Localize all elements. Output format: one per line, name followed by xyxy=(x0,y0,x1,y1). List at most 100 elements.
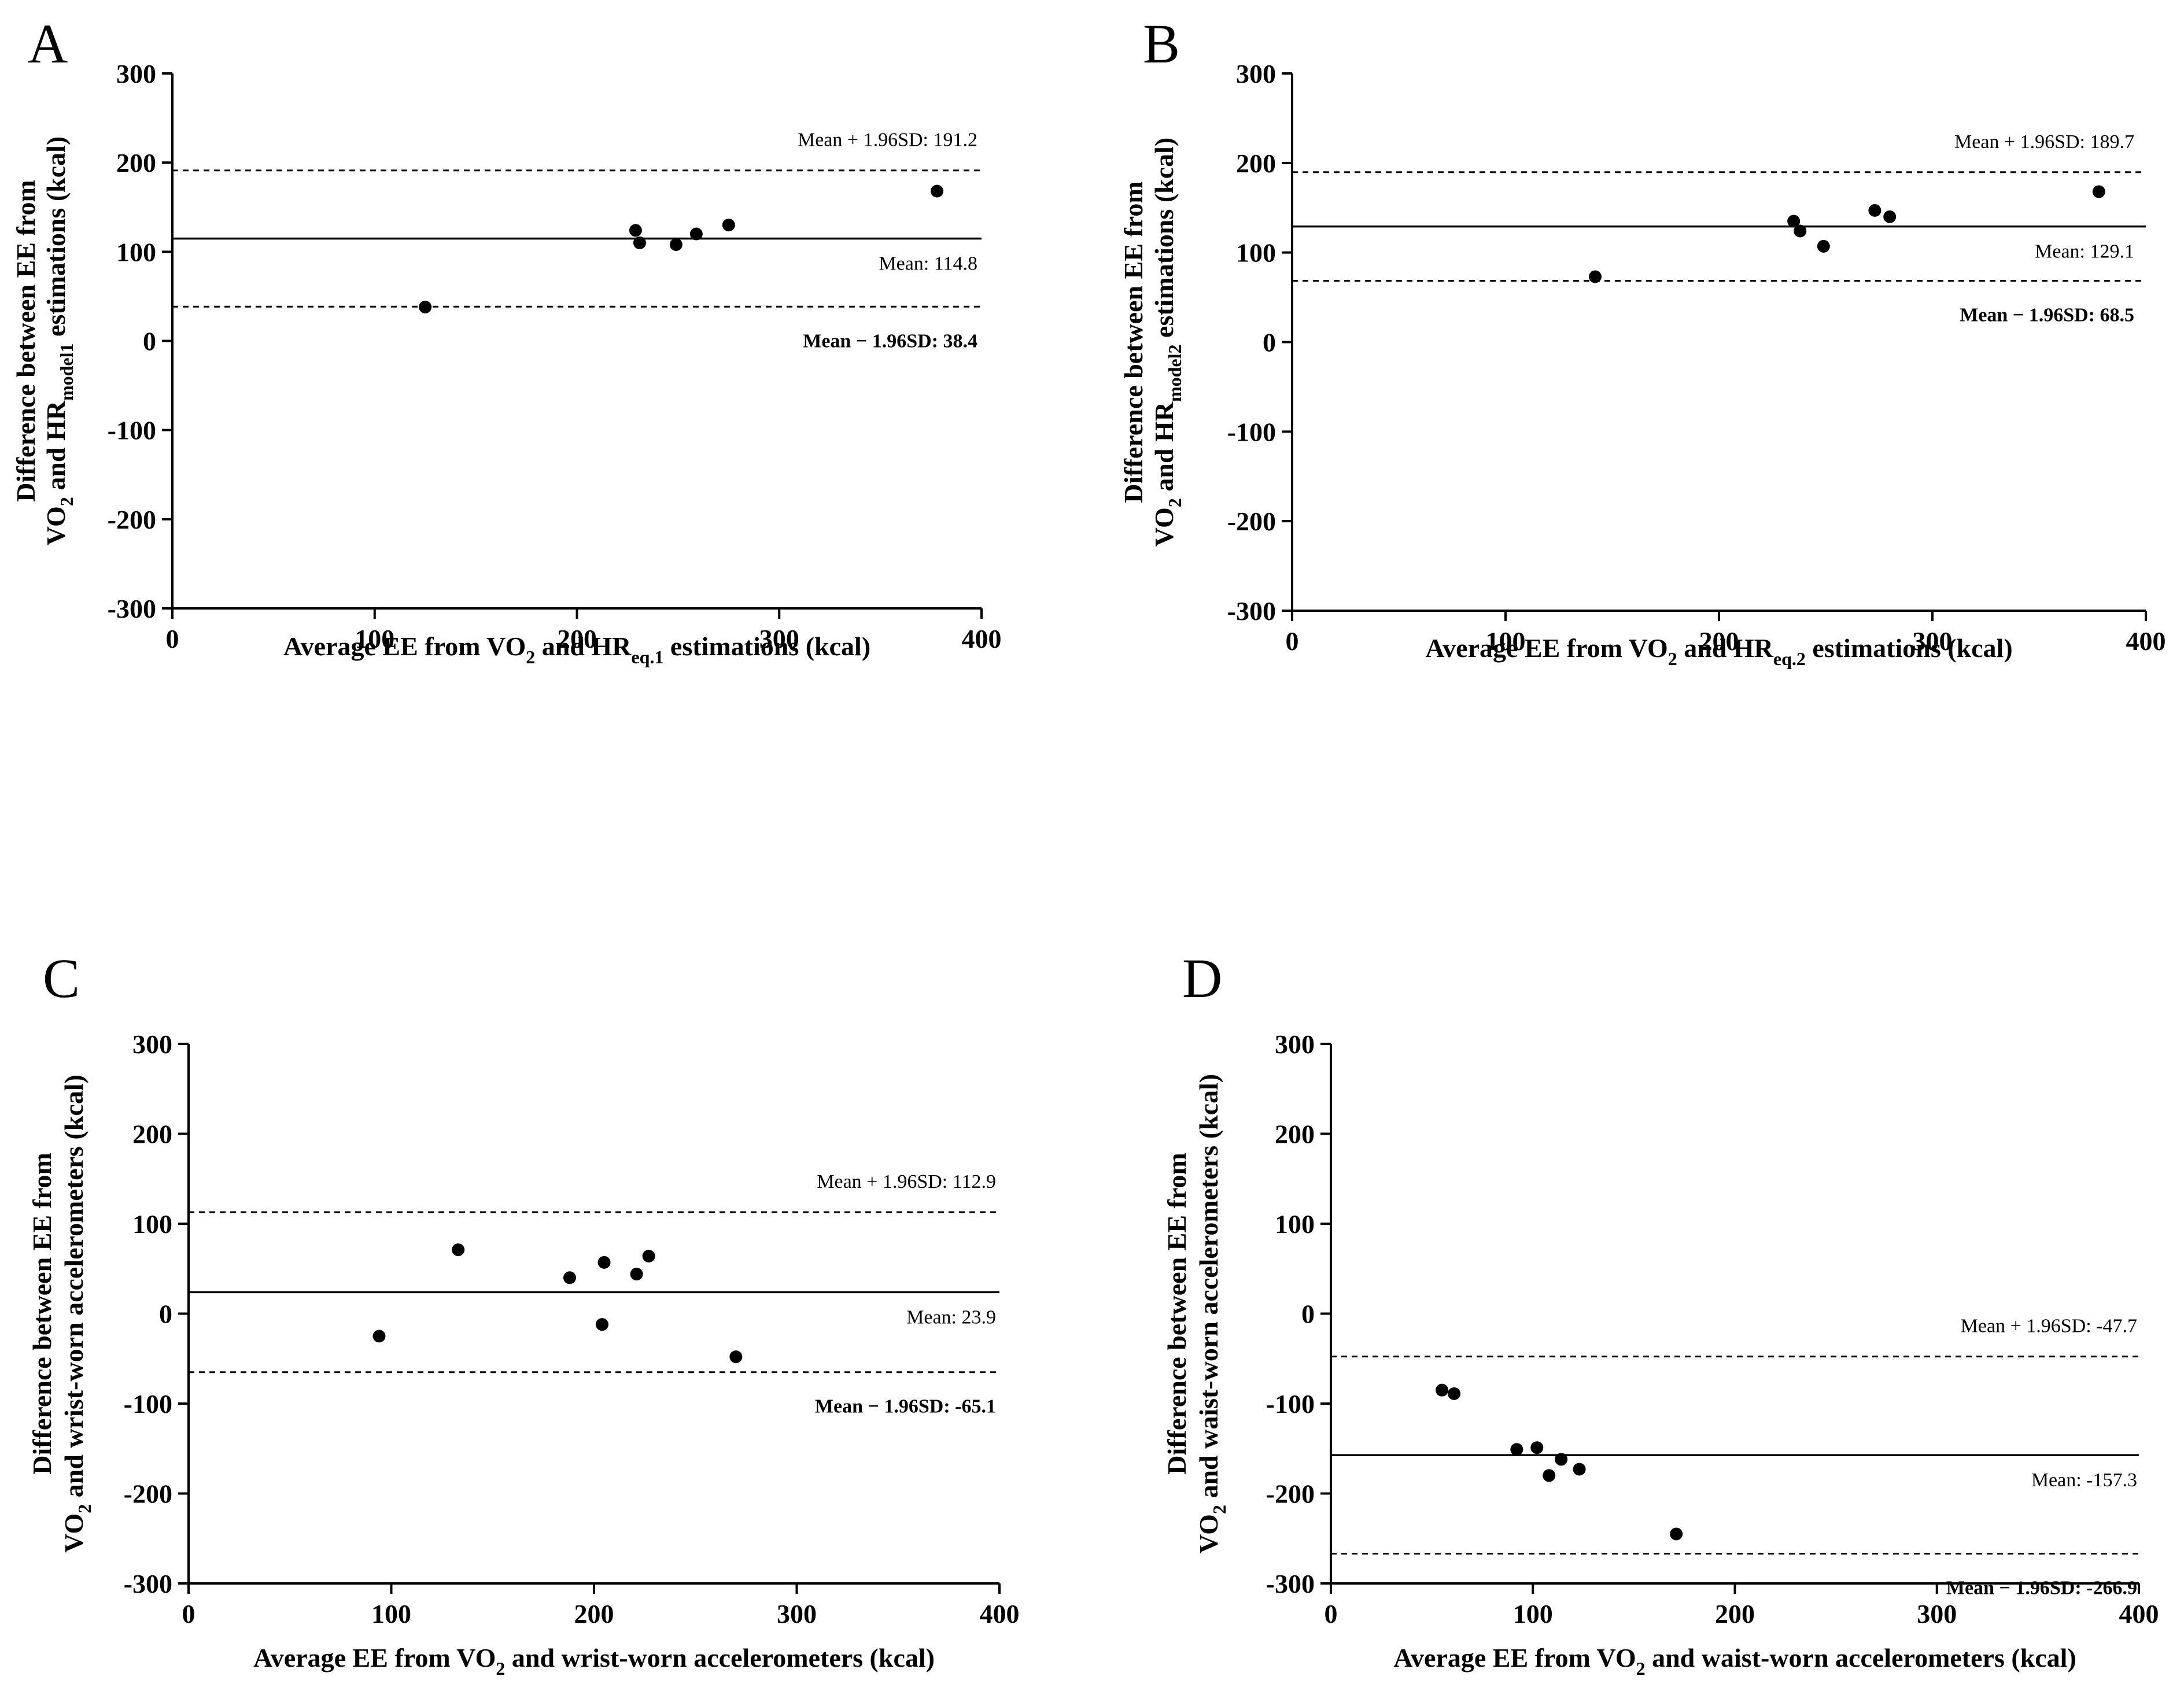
y-tick-label: -300 xyxy=(1227,596,1276,626)
data-point xyxy=(1817,239,1830,253)
y-axis-label-line2-mid: and wrist-worn accelerometers (kcal) xyxy=(59,1075,88,1504)
y-tick-label: 100 xyxy=(132,1209,172,1239)
data-point xyxy=(372,1330,386,1343)
y-tick-label: -300 xyxy=(1266,1569,1315,1598)
x-axis-label-pre: Average EE from VO xyxy=(1393,1643,1636,1672)
data-point xyxy=(633,236,646,249)
y-tick-label: -200 xyxy=(124,1479,172,1509)
x-axis-label-sub2: eq.2 xyxy=(1773,648,1806,669)
y-tick-label: 300 xyxy=(1236,59,1276,88)
x-axis-label-sub1: 2 xyxy=(526,647,535,667)
y-axis-label-line1: Difference between EE from xyxy=(11,180,40,502)
x-tick-label: 300 xyxy=(759,624,799,653)
x-tick-label: 200 xyxy=(557,624,597,653)
x-tick-label: 200 xyxy=(1699,626,1739,656)
y-tick-label: 0 xyxy=(1263,328,1276,357)
data-point xyxy=(1787,215,1801,228)
y-tick-label: 300 xyxy=(132,1029,172,1059)
data-point xyxy=(452,1243,465,1257)
data-point xyxy=(669,238,682,251)
y-tick-label: -300 xyxy=(124,1569,172,1598)
upper-loa-label: Mean + 1.96SD: 191.2 xyxy=(798,130,977,151)
x-axis-label-sub1: 2 xyxy=(1668,648,1677,669)
y-axis-label-line2-post: estimations (kcal) xyxy=(1149,138,1179,345)
y-tick-label: -100 xyxy=(108,416,156,445)
x-axis-label-post: estimations (kcal) xyxy=(663,632,870,661)
upper-loa-label: Mean + 1.96SD: 189.7 xyxy=(1954,131,2134,153)
x-axis-label-mid: and waist-worn accelerometers (kcal) xyxy=(1646,1643,2076,1672)
panel-letter: B xyxy=(1143,13,1180,75)
y-tick-label: -100 xyxy=(1227,417,1276,446)
x-tick-label: 400 xyxy=(980,1599,1020,1629)
data-point xyxy=(1555,1453,1568,1466)
y-tick-label: -100 xyxy=(1266,1389,1315,1419)
x-axis-label: Average EE from VO2 and HReq.2 estimatio… xyxy=(1425,633,2012,669)
x-tick-label: 400 xyxy=(2119,1599,2159,1629)
x-axis-label-post: estimations (kcal) xyxy=(1806,633,2013,663)
data-point xyxy=(722,219,735,232)
x-tick-label: 100 xyxy=(355,624,394,653)
y-axis-label-line2-pre: VO xyxy=(41,506,71,545)
data-point xyxy=(419,300,432,313)
y-tick-label: 100 xyxy=(1275,1209,1315,1239)
y-axis-label-line2-sub2: model1 xyxy=(56,343,77,401)
y-tick-label: 100 xyxy=(116,237,156,267)
data-point xyxy=(563,1271,576,1284)
y-tick-label: 200 xyxy=(116,148,156,178)
y-tick-label: 0 xyxy=(159,1299,172,1329)
x-axis-label: Average EE from VO2 and waist-worn accel… xyxy=(1393,1643,2076,1679)
x-tick-label: 300 xyxy=(777,1599,817,1629)
y-axis-label-line2: VO2 and HRmodel1 estimations (kcal) xyxy=(41,136,77,546)
panel-letter: C xyxy=(43,947,80,1009)
x-axis-label-pre: Average EE from VO xyxy=(1425,633,1667,663)
y-tick-label: 100 xyxy=(1236,238,1276,268)
data-point xyxy=(1448,1387,1461,1400)
x-axis-label-sub1: 2 xyxy=(1636,1658,1646,1679)
upper-loa-label: Mean + 1.96SD: 112.9 xyxy=(817,1171,996,1192)
data-point xyxy=(689,227,703,241)
lower-loa-label: Mean − 1.96SD: 68.5 xyxy=(1960,304,2134,326)
x-tick-label: 200 xyxy=(574,1599,614,1629)
y-axis-label-line2-post: estimations (kcal) xyxy=(41,136,71,344)
x-axis-label-mid: and HR xyxy=(1677,633,1774,663)
x-tick-label: 0 xyxy=(1325,1599,1338,1629)
y-tick-label: -200 xyxy=(108,505,156,534)
y-tick-label: -200 xyxy=(1227,507,1276,536)
mean-label: Mean: 23.9 xyxy=(906,1306,996,1328)
data-point xyxy=(1868,204,1882,217)
y-tick-label: 0 xyxy=(143,327,156,356)
x-tick-label: 100 xyxy=(371,1599,411,1629)
y-axis-label-line1: Difference between EE from xyxy=(1162,1153,1191,1475)
y-axis-label-line2-mid: and HR xyxy=(1149,401,1179,498)
y-tick-label: 300 xyxy=(116,59,156,88)
y-axis-label-line2-sub1: 2 xyxy=(1164,498,1185,507)
x-tick-label: 300 xyxy=(1913,626,1953,656)
x-axis-label-pre: Average EE from VO xyxy=(283,632,526,661)
data-point xyxy=(1510,1443,1523,1456)
x-axis-label: Average EE from VO2 and HReq.1 estimatio… xyxy=(283,632,870,667)
y-tick-label: 0 xyxy=(1301,1299,1315,1329)
y-axis-label-line2: VO2 and waist-worn accelerometers (kcal) xyxy=(1194,1074,1230,1553)
x-tick-label: 400 xyxy=(2126,626,2166,656)
x-axis-label-pre: Average EE from VO xyxy=(253,1643,496,1672)
y-axis-label-line2-sub1: 2 xyxy=(56,497,77,506)
data-point xyxy=(1573,1463,1586,1476)
mean-label: Mean: 114.8 xyxy=(879,253,977,275)
y-tick-label: -100 xyxy=(124,1389,172,1419)
data-point xyxy=(1530,1441,1544,1454)
y-tick-label: -300 xyxy=(108,594,156,623)
data-point xyxy=(1794,224,1807,238)
panel-b: B 300 200 100 0 -100 -200 -300 0 100 200 300 400 Mean… xyxy=(1119,13,2166,669)
y-axis-label-line2-pre: VO xyxy=(1149,507,1179,547)
data-point xyxy=(596,1318,609,1331)
data-point xyxy=(642,1249,655,1262)
x-tick-label: 300 xyxy=(1917,1599,1957,1629)
x-tick-label: 0 xyxy=(182,1599,195,1629)
y-axis-label-line2-pre: VO xyxy=(1194,1514,1223,1553)
x-axis-label-sub2: eq.1 xyxy=(631,647,663,667)
x-tick-label: 400 xyxy=(962,624,1002,653)
y-tick-label: 300 xyxy=(1275,1029,1315,1059)
y-tick-label: 200 xyxy=(1275,1120,1315,1149)
